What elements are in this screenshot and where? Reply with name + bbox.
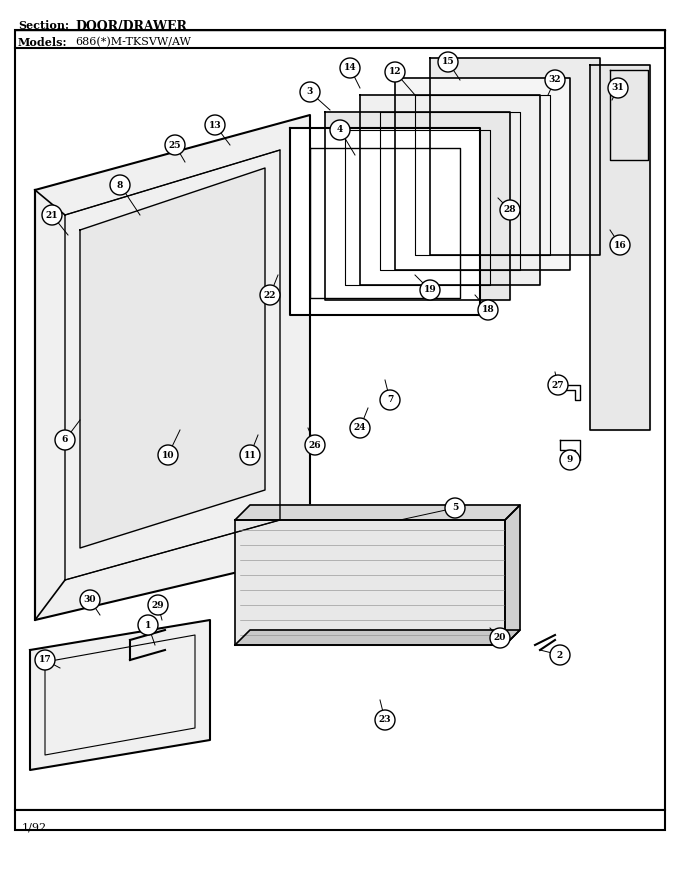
Circle shape bbox=[608, 78, 628, 98]
Text: Section:: Section: bbox=[18, 20, 69, 31]
Polygon shape bbox=[30, 620, 210, 770]
Bar bbox=[15, 30, 665, 810]
Circle shape bbox=[42, 205, 62, 225]
Circle shape bbox=[438, 52, 458, 72]
Circle shape bbox=[548, 375, 568, 395]
Circle shape bbox=[385, 62, 405, 82]
Circle shape bbox=[300, 82, 320, 102]
Circle shape bbox=[550, 645, 570, 665]
Text: 16: 16 bbox=[613, 240, 626, 249]
Text: 4: 4 bbox=[337, 125, 343, 134]
Circle shape bbox=[110, 175, 130, 195]
Polygon shape bbox=[80, 168, 265, 548]
Text: 29: 29 bbox=[152, 601, 165, 610]
Text: 7: 7 bbox=[387, 395, 393, 404]
Circle shape bbox=[260, 285, 280, 305]
Text: 24: 24 bbox=[354, 424, 367, 433]
Text: 8: 8 bbox=[117, 181, 123, 190]
Text: 9: 9 bbox=[567, 456, 573, 465]
Polygon shape bbox=[290, 128, 480, 315]
Circle shape bbox=[380, 390, 400, 410]
Text: 3: 3 bbox=[307, 87, 313, 96]
Text: 1: 1 bbox=[145, 620, 151, 629]
Polygon shape bbox=[235, 630, 520, 645]
Polygon shape bbox=[325, 112, 510, 300]
Circle shape bbox=[610, 235, 630, 255]
Text: 13: 13 bbox=[209, 120, 222, 130]
Text: 32: 32 bbox=[549, 76, 561, 85]
Text: DOOR/DRAWER: DOOR/DRAWER bbox=[75, 20, 187, 33]
Circle shape bbox=[158, 445, 178, 465]
Text: 686(*)M-TKSVW/AW: 686(*)M-TKSVW/AW bbox=[75, 37, 191, 47]
Text: Models:: Models: bbox=[18, 37, 67, 48]
Circle shape bbox=[375, 710, 395, 730]
Circle shape bbox=[350, 418, 370, 438]
Circle shape bbox=[55, 430, 75, 450]
Circle shape bbox=[240, 445, 260, 465]
Text: 27: 27 bbox=[551, 381, 564, 390]
Text: 1/92: 1/92 bbox=[22, 822, 47, 832]
Circle shape bbox=[80, 590, 100, 610]
Text: 17: 17 bbox=[39, 656, 51, 665]
Text: 5: 5 bbox=[452, 504, 458, 513]
Text: 20: 20 bbox=[494, 634, 506, 643]
Text: 10: 10 bbox=[162, 450, 174, 459]
Text: 31: 31 bbox=[611, 84, 624, 93]
Circle shape bbox=[305, 435, 325, 455]
Circle shape bbox=[420, 280, 440, 300]
Circle shape bbox=[545, 70, 565, 90]
Text: 19: 19 bbox=[424, 286, 437, 295]
Text: 21: 21 bbox=[46, 211, 58, 220]
Bar bbox=[15, 810, 665, 830]
Circle shape bbox=[165, 135, 185, 155]
Polygon shape bbox=[235, 505, 520, 520]
Circle shape bbox=[478, 300, 498, 320]
Polygon shape bbox=[360, 95, 540, 285]
Circle shape bbox=[340, 58, 360, 78]
Text: 28: 28 bbox=[504, 206, 516, 214]
Circle shape bbox=[138, 615, 158, 635]
Text: 2: 2 bbox=[557, 651, 563, 659]
Polygon shape bbox=[395, 78, 570, 270]
Polygon shape bbox=[430, 58, 600, 255]
Polygon shape bbox=[235, 520, 505, 645]
Text: 26: 26 bbox=[309, 441, 322, 449]
Polygon shape bbox=[590, 65, 650, 430]
Text: 23: 23 bbox=[379, 716, 391, 724]
Circle shape bbox=[500, 200, 520, 220]
Circle shape bbox=[35, 650, 55, 670]
Text: 12: 12 bbox=[389, 68, 401, 77]
Text: 11: 11 bbox=[243, 450, 256, 459]
Text: 14: 14 bbox=[343, 63, 356, 72]
Text: 15: 15 bbox=[442, 58, 454, 67]
Text: 6: 6 bbox=[62, 435, 68, 444]
Polygon shape bbox=[505, 505, 520, 645]
Text: 30: 30 bbox=[84, 595, 97, 604]
Polygon shape bbox=[35, 115, 310, 620]
Circle shape bbox=[445, 498, 465, 518]
Text: 25: 25 bbox=[169, 141, 182, 150]
Circle shape bbox=[205, 115, 225, 135]
Circle shape bbox=[560, 450, 580, 470]
Text: 22: 22 bbox=[264, 290, 276, 300]
Circle shape bbox=[330, 120, 350, 140]
Text: 18: 18 bbox=[481, 305, 494, 314]
Circle shape bbox=[148, 595, 168, 615]
Circle shape bbox=[490, 628, 510, 648]
